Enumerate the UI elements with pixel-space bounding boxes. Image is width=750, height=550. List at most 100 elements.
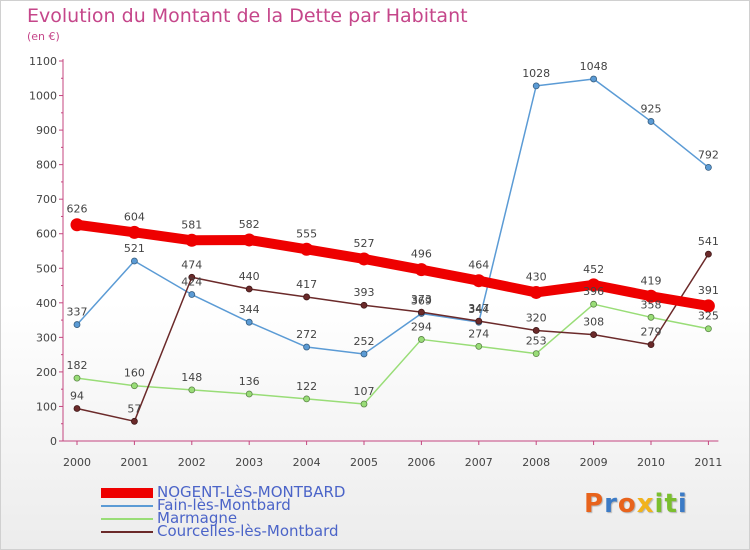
y-tick-label: 300 <box>36 331 57 344</box>
data-point-courcelles-l-s-montbard <box>475 317 483 325</box>
data-label-nogent-l-s-montbard: 581 <box>181 218 202 231</box>
data-point-fain-l-s-montbard <box>590 75 597 83</box>
x-tick-label: 2008 <box>522 456 550 469</box>
data-point-marmagne <box>647 313 655 321</box>
data-label-fain-l-s-montbard: 925 <box>641 102 662 115</box>
data-point-nogent-l-s-montbard <box>587 278 601 292</box>
data-point-fain-l-s-montbard <box>647 118 655 125</box>
data-point-nogent-l-s-montbard <box>529 285 543 299</box>
line-chart: 0 100 200 300 400 500 600 700 800 900 1000 1100 2000… <box>29 55 722 469</box>
data-point-courcelles-l-s-montbard <box>590 331 597 339</box>
y-tick-label: 1100 <box>29 55 57 68</box>
x-tick-label: 2007 <box>465 456 493 469</box>
data-point-marmagne <box>245 390 253 398</box>
data-point-nogent-l-s-montbard <box>300 242 314 256</box>
x-tick-label: 2005 <box>350 456 378 469</box>
series-line-marmagne <box>76 303 710 405</box>
data-point-nogent-l-s-montbard <box>127 225 141 239</box>
proxiti-logo: Proxiti <box>584 489 688 519</box>
data-label-marmagne: 107 <box>354 385 375 398</box>
legend-label: Courcelles-lès-Montbard <box>157 522 339 540</box>
data-point-marmagne <box>360 400 368 408</box>
data-point-courcelles-l-s-montbard <box>705 250 712 258</box>
data-label-courcelles-l-s-montbard: 474 <box>181 258 202 271</box>
data-point-marmagne <box>705 325 712 333</box>
data-label-marmagne: 294 <box>411 320 432 333</box>
y-tick-label: 200 <box>36 366 57 379</box>
y-tick-label: 800 <box>36 159 57 172</box>
data-label-marmagne: 136 <box>239 375 260 388</box>
y-tick-label: 100 <box>36 400 57 413</box>
data-point-fain-l-s-montbard <box>73 321 81 328</box>
data-point-fain-l-s-montbard <box>705 163 712 171</box>
data-label-fain-l-s-montbard: 344 <box>239 303 260 316</box>
data-point-courcelles-l-s-montbard <box>130 417 138 425</box>
data-point-fain-l-s-montbard <box>245 318 253 326</box>
data-point-courcelles-l-s-montbard <box>73 405 81 412</box>
data-label-nogent-l-s-montbard: 582 <box>239 218 260 231</box>
data-point-marmagne <box>532 350 540 358</box>
data-label-fain-l-s-montbard: 424 <box>181 276 202 289</box>
y-tick-label: 1000 <box>29 90 57 103</box>
data-label-nogent-l-s-montbard: 555 <box>296 227 317 240</box>
data-point-nogent-l-s-montbard <box>472 274 486 288</box>
x-tick-label: 2011 <box>694 456 722 469</box>
data-point-courcelles-l-s-montbard <box>188 273 196 281</box>
data-label-courcelles-l-s-montbard: 417 <box>296 278 317 291</box>
data-label-marmagne: 358 <box>641 298 662 311</box>
data-point-courcelles-l-s-montbard <box>647 341 655 349</box>
data-point-nogent-l-s-montbard <box>644 289 658 303</box>
data-label-fain-l-s-montbard: 272 <box>296 328 317 341</box>
x-tick-label: 2004 <box>293 456 321 469</box>
data-point-marmagne <box>73 374 81 382</box>
data-point-nogent-l-s-montbard <box>701 299 715 313</box>
data-label-fain-l-s-montbard: 1028 <box>522 67 550 80</box>
series-line-courcelles-l-s-montbard <box>76 253 710 423</box>
data-label-marmagne: 274 <box>468 327 489 340</box>
x-tick-label: 2000 <box>63 456 91 469</box>
x-tick-label: 2003 <box>235 456 263 469</box>
data-point-courcelles-l-s-montbard <box>245 285 253 293</box>
data-point-marmagne <box>188 386 196 394</box>
data-point-courcelles-l-s-montbard <box>532 327 540 334</box>
data-point-marmagne <box>130 382 138 390</box>
legend-label: NOGENT-LèS-MONTBARD <box>157 483 346 501</box>
y-tick-label: 400 <box>36 297 57 310</box>
y-tick-label: 500 <box>36 262 57 275</box>
data-point-marmagne <box>475 342 483 350</box>
data-label-fain-l-s-montbard: 792 <box>698 148 719 161</box>
data-label-marmagne: 160 <box>124 367 145 380</box>
data-point-marmagne <box>303 395 311 403</box>
legend-item-courcelles-l-s-montbard: Courcelles-lès-Montbard <box>101 522 401 540</box>
data-point-courcelles-l-s-montbard <box>417 308 425 316</box>
data-point-marmagne <box>590 300 597 308</box>
data-label-fain-l-s-montbard: 369 <box>411 295 432 308</box>
data-label-fain-l-s-montbard: 337 <box>67 306 88 319</box>
data-point-fain-l-s-montbard <box>130 257 138 265</box>
data-label-marmagne: 253 <box>526 335 547 348</box>
data-label-courcelles-l-s-montbard: 308 <box>583 316 604 329</box>
y-tick-label: 700 <box>36 193 57 206</box>
chart-title: Evolution du Montant de la Dette par Hab… <box>27 5 468 27</box>
x-tick-label: 2002 <box>178 456 206 469</box>
legend-item-nogent-l-s-montbard: NOGENT-LèS-MONTBARD <box>101 483 401 501</box>
data-label-nogent-l-s-montbard: 452 <box>583 263 604 276</box>
data-label-courcelles-l-s-montbard: 347 <box>468 302 489 315</box>
data-point-nogent-l-s-montbard <box>357 252 371 266</box>
y-tick-label: 600 <box>36 228 57 241</box>
data-label-marmagne: 148 <box>181 371 202 384</box>
legend-swatch <box>101 531 153 533</box>
legend-label: Fain-lès-Montbard <box>157 496 291 514</box>
data-label-marmagne: 396 <box>583 285 604 298</box>
x-tick-label: 2010 <box>637 456 665 469</box>
legend-swatch <box>101 488 153 498</box>
x-tick-label: 2001 <box>120 456 148 469</box>
chart-unit-label: (en €) <box>27 30 60 43</box>
legend-item-marmagne: Marmagne <box>101 509 401 527</box>
data-label-marmagne: 122 <box>296 380 317 393</box>
data-label-nogent-l-s-montbard: 527 <box>354 237 375 250</box>
data-label-nogent-l-s-montbard: 626 <box>67 203 88 216</box>
x-tick-label: 2006 <box>407 456 435 469</box>
y-tick-label: 0 <box>50 435 57 448</box>
